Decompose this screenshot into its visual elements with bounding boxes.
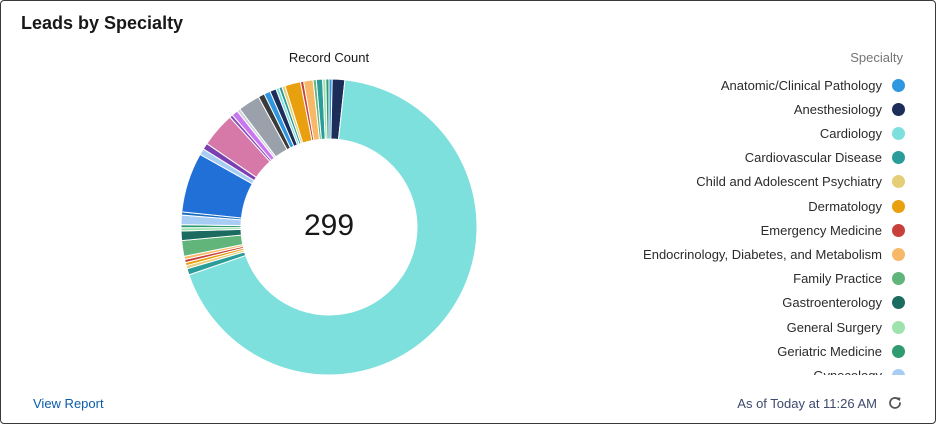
legend-label: Anesthesiology — [793, 101, 882, 117]
legend-swatch — [892, 296, 905, 310]
legend-label: Endocrinology, Diabetes, and Metabolism — [643, 246, 882, 262]
card-title: Leads by Specialty — [21, 13, 184, 33]
legend-item[interactable]: Anatomic/Clinical Pathology — [721, 73, 913, 97]
legend-label: Geriatric Medicine — [777, 343, 882, 359]
legend-label: Anatomic/Clinical Pathology — [720, 77, 882, 93]
legend-swatch — [892, 102, 905, 116]
legend-item[interactable]: Endocrinology, Diabetes, and Metabolism — [643, 242, 913, 266]
view-report-link[interactable]: View Report — [33, 396, 104, 411]
legend-label: Child and Adolescent Psychiatry — [696, 174, 882, 190]
legend-label: Cardiovascular Disease — [744, 150, 882, 166]
legend-title: Specialty — [850, 50, 903, 65]
timestamp: As of Today at 11:26 AM — [737, 396, 877, 411]
legend-item[interactable]: General Surgery — [787, 315, 913, 339]
refresh-icon[interactable] — [885, 393, 905, 413]
legend-label: Emergency Medicine — [760, 222, 882, 238]
legend-swatch — [892, 151, 905, 165]
legend-label: Cardiology — [819, 125, 882, 141]
legend-label: Gynecology — [813, 368, 882, 375]
legend-item[interactable]: Geriatric Medicine — [777, 339, 913, 363]
legend-item[interactable]: Gastroenterology — [782, 291, 913, 315]
legend-item[interactable]: Child and Adolescent Psychiatry — [696, 170, 913, 194]
legend-swatch — [892, 199, 905, 213]
legend-swatch — [892, 247, 905, 261]
legend-swatch — [892, 223, 905, 237]
legend-label: Gastroenterology — [782, 295, 882, 311]
legend-item[interactable]: Anesthesiology — [794, 97, 913, 121]
legend-swatch — [892, 344, 905, 358]
donut-slice-34[interactable] — [325, 78, 330, 140]
legend-swatch — [892, 320, 905, 334]
legend-label: Dermatology — [808, 198, 882, 214]
legend-item[interactable]: Dermatology — [808, 194, 913, 218]
legend-item[interactable]: Family Practice — [793, 267, 913, 291]
legend-label: General Surgery — [786, 319, 882, 335]
legend-swatch — [892, 175, 905, 189]
donut-slice-2[interactable] — [188, 79, 478, 376]
legend-swatch — [892, 368, 905, 375]
center-total: 299 — [304, 209, 354, 242]
legend-item[interactable]: Cardiology — [820, 121, 913, 145]
donut-slices — [180, 78, 478, 376]
legend-item[interactable]: Cardiovascular Disease — [745, 146, 913, 170]
legend-item[interactable]: Emergency Medicine — [761, 218, 913, 242]
legend[interactable]: Anatomic/Clinical Pathology Anesthesiolog… — [561, 73, 913, 375]
legend-swatch — [892, 126, 905, 140]
chart-title: Record Count — [289, 50, 370, 65]
legend-label: Family Practice — [793, 271, 882, 287]
legend-swatch — [892, 78, 905, 92]
legend-swatch — [892, 272, 905, 286]
legend-item[interactable]: Gynecology — [813, 363, 913, 375]
